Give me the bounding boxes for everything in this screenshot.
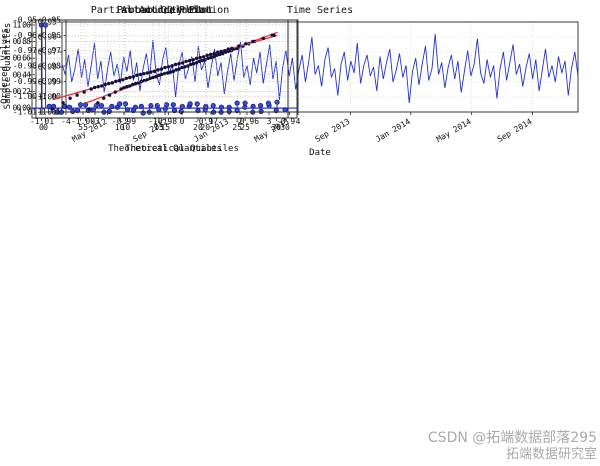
- svg-text:Theoretical Quantiles: Theoretical Quantiles: [125, 144, 239, 154]
- svg-text:0.2: 0.2: [13, 87, 28, 96]
- svg-text:Jan 2014: Jan 2014: [374, 117, 412, 144]
- svg-text:-0.99: -0.99: [33, 78, 57, 87]
- svg-text:0.6: 0.6: [13, 54, 28, 63]
- svg-text:-0.98: -0.98: [153, 117, 177, 126]
- svg-text:-0.97: -0.97: [37, 46, 61, 55]
- svg-text:-0.95: -0.95: [276, 117, 295, 126]
- svg-text:-1.00: -1.00: [33, 93, 57, 102]
- svg-text:-0.97: -0.97: [33, 48, 57, 57]
- svg-text:-0.95: -0.95: [33, 18, 57, 27]
- svg-text:-4: -4: [61, 117, 71, 126]
- svg-text:0.2: 0.2: [17, 87, 32, 96]
- svg-text:-1.01: -1.01: [30, 117, 54, 126]
- svg-text:0.8: 0.8: [17, 37, 32, 46]
- watermark: CSDN @拓端数据部落295 拓端数据研究室: [428, 429, 597, 464]
- svg-text:-0.96: -0.96: [235, 117, 259, 126]
- svg-text:-1.00: -1.00: [71, 117, 95, 126]
- svg-text:Autocorrelation: Autocorrelation: [121, 5, 211, 16]
- svg-text:0.0: 0.0: [13, 104, 28, 113]
- svg-text:-0.96: -0.96: [37, 31, 61, 40]
- svg-text:QQ Plot: QQ Plot: [161, 5, 203, 16]
- svg-text:-0.96: -0.96: [33, 33, 57, 42]
- svg-text:0.0: 0.0: [17, 104, 32, 113]
- svg-text:0.4: 0.4: [13, 70, 28, 79]
- svg-text:-0.99: -0.99: [13, 77, 37, 86]
- svg-text:20: 20: [193, 123, 203, 132]
- svg-text:0: 0: [39, 123, 44, 132]
- svg-text:0: 0: [180, 117, 185, 126]
- svg-text:Theoretical Quantiles: Theoretical Quantiles: [108, 144, 222, 154]
- svg-text:Sep 2014: Sep 2014: [496, 117, 534, 144]
- probability-plot-chart: -0.95-0.96-0.97-0.98-0.99-1.00-1.01-1.01…: [0, 5, 295, 154]
- svg-text:0.6: 0.6: [17, 54, 32, 63]
- svg-text:0.8: 0.8: [13, 37, 28, 46]
- svg-text:-0.95: -0.95: [13, 16, 37, 25]
- svg-text:30: 30: [280, 123, 290, 132]
- svg-text:30: 30: [271, 123, 281, 132]
- svg-text:-0.96: -0.96: [13, 31, 37, 40]
- svg-text:-0.99: -0.99: [112, 117, 136, 126]
- svg-text:Partial Autocorrelation: Partial Autocorrelation: [91, 5, 229, 16]
- svg-text:-3: -3: [90, 117, 100, 126]
- svg-text:-1.00: -1.00: [37, 92, 61, 101]
- svg-text:-1.01: -1.01: [13, 108, 37, 117]
- svg-text:4: 4: [296, 117, 301, 126]
- watermark-line1: CSDN @拓端数据部落295: [427, 429, 597, 446]
- svg-text:-0.97: -0.97: [13, 46, 37, 55]
- svg-text:Sep 2013: Sep 2013: [314, 117, 352, 144]
- svg-text:5: 5: [78, 123, 83, 132]
- svg-text:5: 5: [83, 123, 88, 132]
- svg-text:-0.99: -0.99: [37, 77, 61, 86]
- svg-text:Time Series: Time Series: [287, 5, 353, 16]
- svg-text:-1.00: -1.00: [13, 92, 37, 101]
- svg-text:1: 1: [209, 117, 214, 126]
- svg-text:25: 25: [232, 123, 242, 132]
- svg-text:-2: -2: [119, 117, 129, 126]
- svg-text:15: 15: [160, 123, 170, 132]
- svg-text:10: 10: [121, 123, 131, 132]
- svg-text:-0.97: -0.97: [194, 117, 218, 126]
- svg-text:20: 20: [200, 123, 210, 132]
- svg-text:15: 15: [154, 123, 164, 132]
- svg-text:0: 0: [43, 123, 48, 132]
- svg-text:-0.98: -0.98: [37, 62, 61, 71]
- svg-text:Ordered Values: Ordered Values: [0, 28, 10, 104]
- svg-text:10: 10: [115, 123, 125, 132]
- watermark-line2: 拓端数据研究室: [505, 447, 597, 463]
- svg-text:Sample Quantiles: Sample Quantiles: [3, 23, 13, 110]
- svg-text:-0.98: -0.98: [33, 63, 57, 72]
- svg-text:1.0: 1.0: [13, 20, 28, 29]
- svg-text:-1: -1: [148, 117, 158, 126]
- svg-text:Probability Plot: Probability Plot: [117, 5, 213, 16]
- svg-text:3: 3: [267, 117, 272, 126]
- svg-text:1.0: 1.0: [17, 20, 32, 29]
- svg-text:25: 25: [240, 123, 250, 132]
- svg-text:May 2014: May 2014: [435, 117, 473, 144]
- svg-text:0.4: 0.4: [17, 70, 32, 79]
- svg-text:Date: Date: [309, 148, 331, 158]
- svg-text:-0.98: -0.98: [13, 62, 37, 71]
- svg-text:2: 2: [238, 117, 243, 126]
